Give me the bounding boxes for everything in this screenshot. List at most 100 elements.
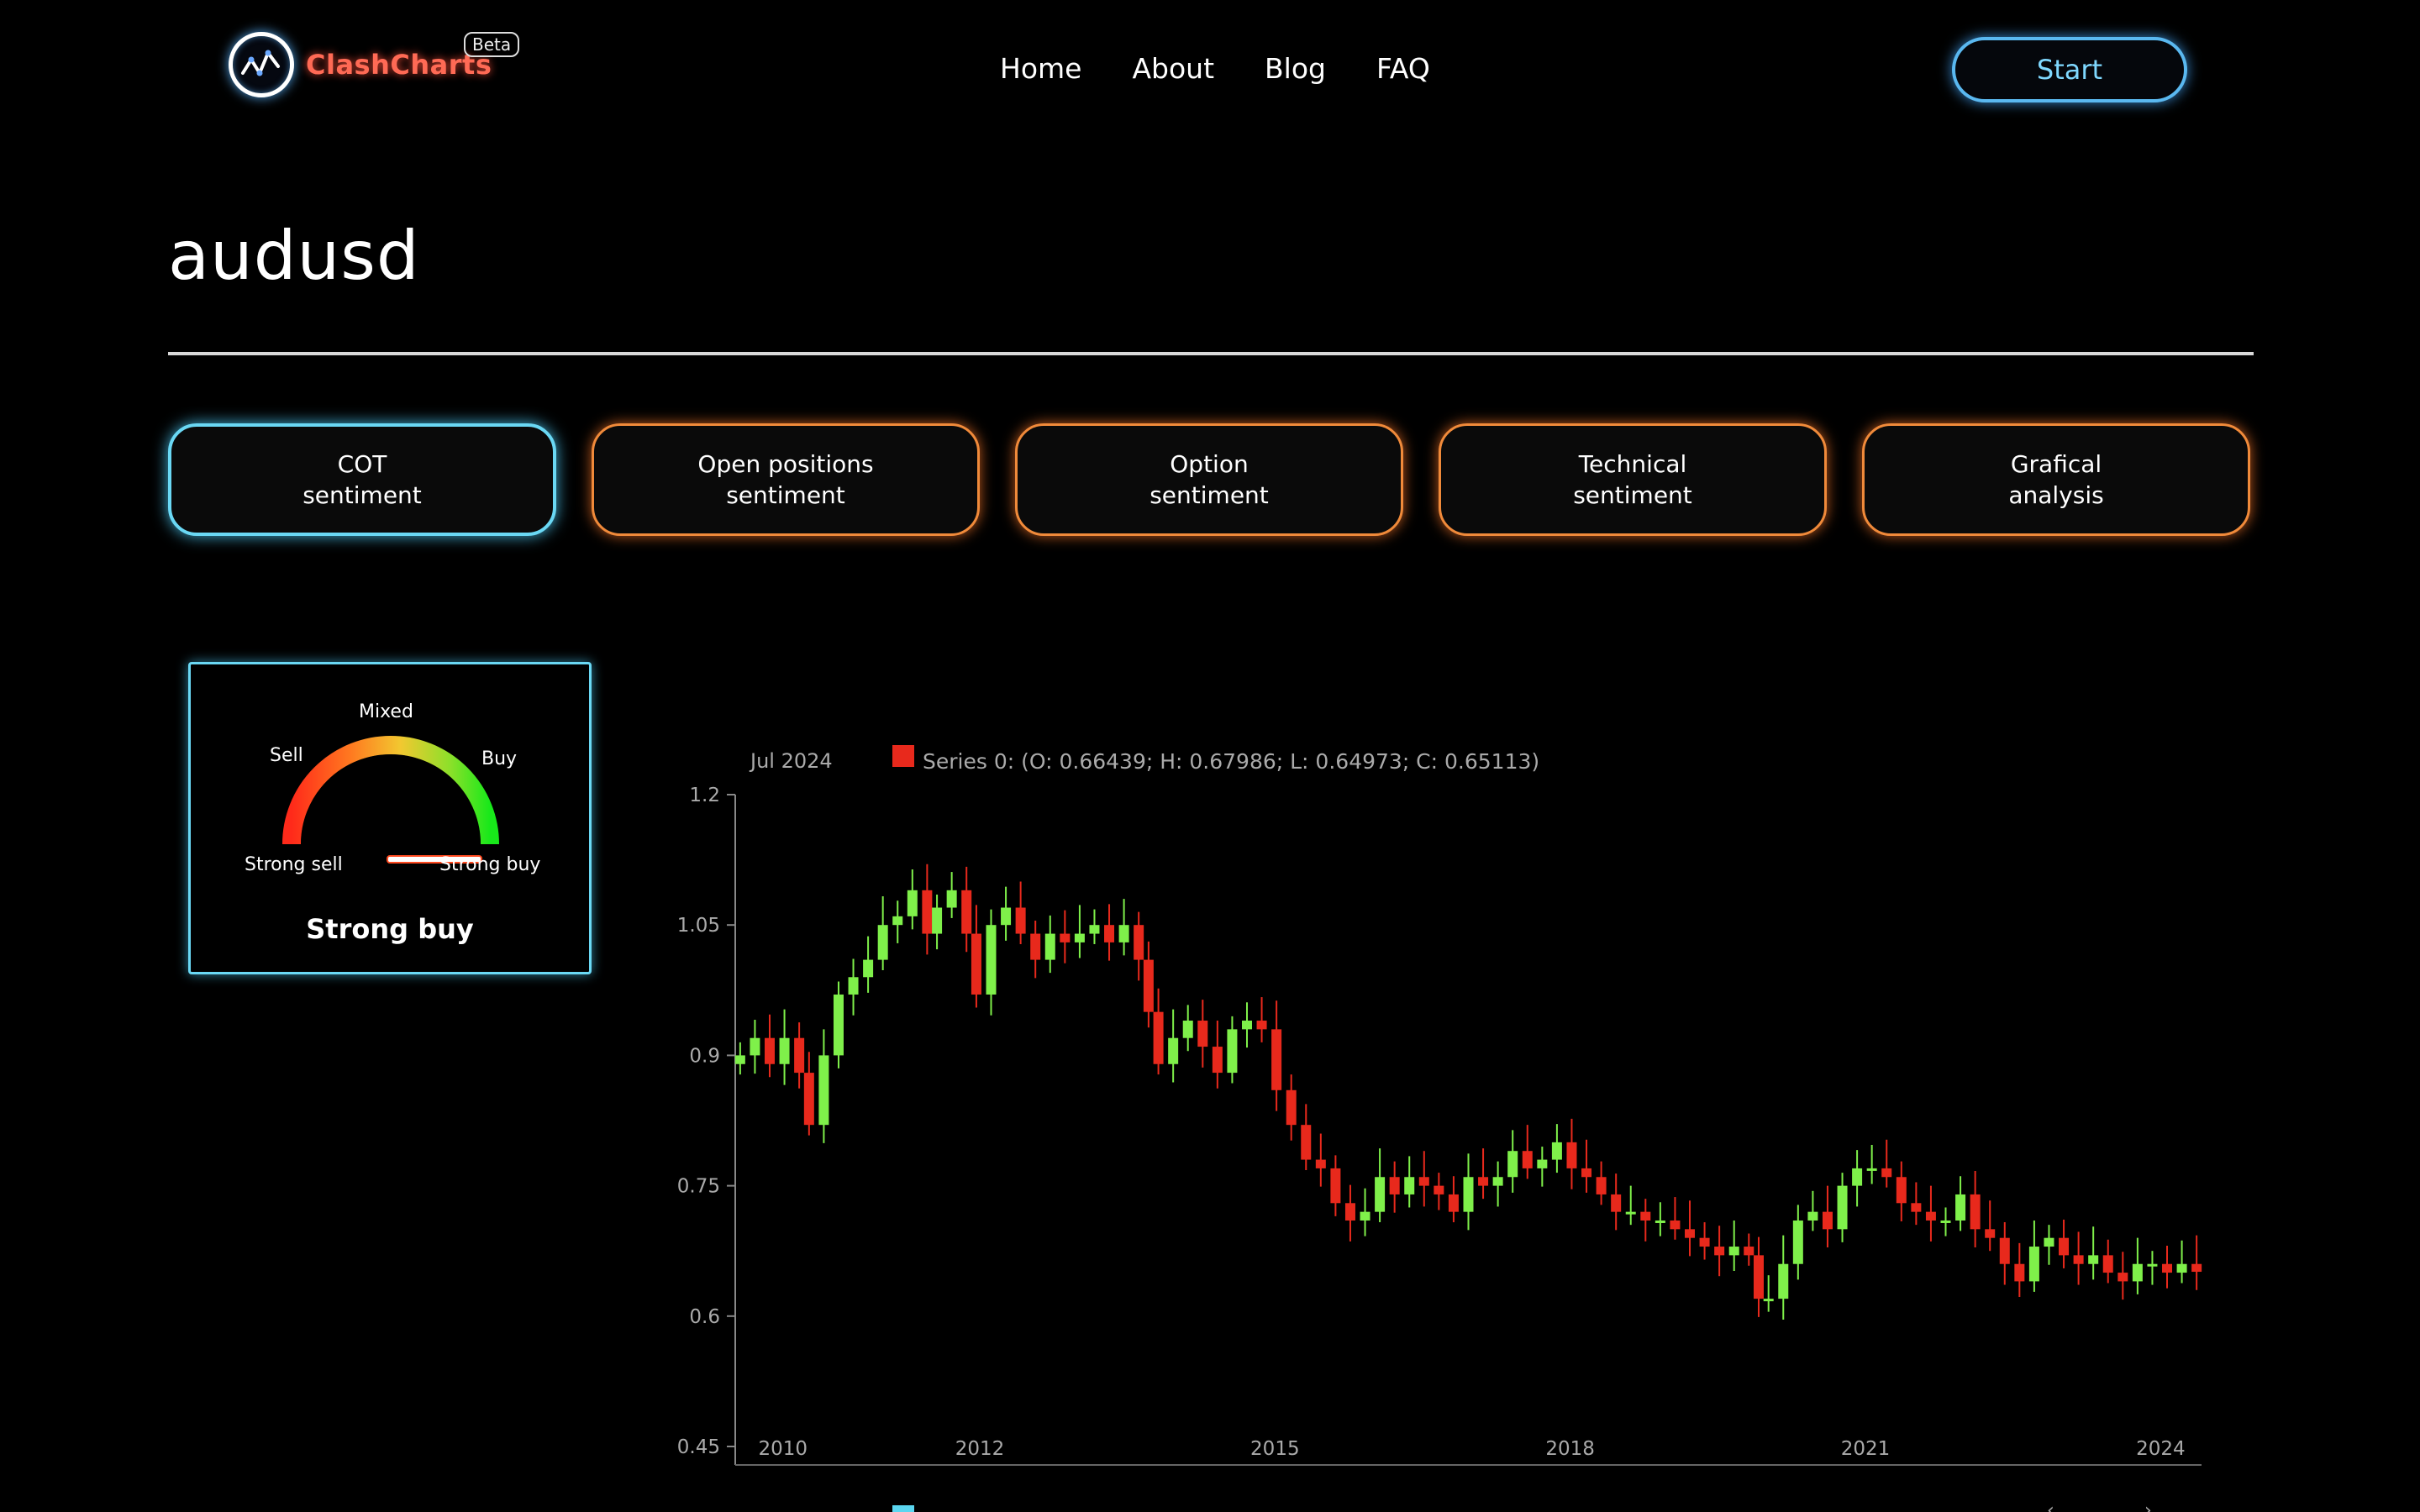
candle-body (961, 890, 972, 934)
candle-body (1344, 1203, 1355, 1221)
candle-body (1522, 1151, 1533, 1168)
candle-body (1060, 933, 1071, 942)
candle-body (1389, 1177, 1400, 1194)
candle-body (1212, 1047, 1223, 1074)
series-swatch (892, 745, 914, 767)
candle-body (1182, 1021, 1193, 1038)
candle-body (1315, 1159, 1326, 1168)
candle-body (2118, 1273, 2128, 1282)
candle-body (1330, 1168, 1341, 1204)
candle-body (986, 925, 997, 995)
tab-option-sentiment[interactable]: Option sentiment (1015, 423, 1403, 536)
tab-grafical-analysis[interactable]: Grafical analysis (1862, 423, 2250, 536)
sentiment-gauge-card: Mixed Sell Buy Strong sell Strong buy St… (188, 662, 592, 974)
candle-body (803, 1073, 814, 1126)
x-tick-label: 2024 (2136, 1438, 2186, 1460)
gauge-label-sell: Sell (270, 745, 303, 766)
gauge-needle (387, 855, 482, 864)
tab-label-line2: sentiment (302, 481, 422, 509)
candle-body (1985, 1229, 1996, 1238)
chevron-left-icon[interactable]: ‹ (2047, 1500, 2054, 1512)
gauge-label-strong-buy: Strong buy (439, 854, 541, 875)
candle-body (1030, 933, 1041, 960)
candle-body (1581, 1168, 1592, 1178)
tab-open-positions-sentiment[interactable]: Open positions sentiment (592, 423, 980, 536)
candle-body (1418, 1177, 1429, 1186)
range-selector-swatch[interactable] (892, 1505, 914, 1512)
candle-body (1881, 1168, 1892, 1178)
candle-body (2102, 1255, 2113, 1273)
candle-body (2073, 1255, 2084, 1264)
candle-body (2176, 1263, 2187, 1273)
candle-body (833, 994, 844, 1056)
tab-label-line1: Option (1170, 450, 1249, 478)
tab-label-line1: Open positions (697, 450, 874, 478)
candle-body (892, 916, 903, 926)
tab-label-line1: COT (337, 450, 387, 478)
candle-body (1448, 1194, 1459, 1212)
x-tick-label: 2015 (1250, 1438, 1300, 1460)
candle-body (750, 1037, 760, 1056)
candle-body (1118, 925, 1129, 942)
gauge-label-strong-sell: Strong sell (245, 854, 343, 875)
candle-body (932, 907, 943, 934)
candle-body (2088, 1255, 2099, 1264)
candle-body (1852, 1168, 1863, 1186)
wave-chart-icon (229, 32, 294, 97)
candle-body (1763, 1299, 1774, 1302)
candle-body (1537, 1159, 1548, 1168)
candle-body (1955, 1194, 1966, 1221)
tab-technical-sentiment[interactable]: Technical sentiment (1439, 423, 1827, 536)
nav-blog-link[interactable]: Blog (1265, 52, 1326, 85)
gauge-label-buy: Buy (481, 748, 518, 769)
tab-label-line1: Technical (1578, 450, 1687, 478)
candle-body (1375, 1177, 1386, 1212)
candlestick-chart[interactable]: 1.2 1.05 0.9 0.75 0.6 0.45 2010 2012 2015 2018 202… (655, 731, 2218, 1512)
candle-body (2044, 1237, 2054, 1247)
tab-label-line2: analysis (2008, 481, 2104, 509)
candle-body (1778, 1263, 1789, 1299)
candle-body (2191, 1263, 2202, 1273)
candle-body (1434, 1185, 1444, 1194)
y-tick-label: 0.75 (677, 1176, 720, 1198)
candle-body (907, 890, 918, 916)
candle-body (1807, 1211, 1818, 1221)
candle-body (1286, 1089, 1297, 1126)
gauge-label-mixed: Mixed (359, 701, 413, 722)
candle-body (1792, 1220, 1803, 1264)
candle-body (1241, 1021, 1252, 1030)
candle-body (1104, 925, 1115, 942)
logo[interactable]: ClashCharts Beta (229, 32, 520, 97)
candle-body (2147, 1263, 2158, 1267)
candle-body (2162, 1263, 2173, 1273)
candle-body (1197, 1021, 1208, 1047)
candle-body (1015, 907, 1026, 934)
tab-label-line1: Grafical (2010, 450, 2102, 478)
candle-body (1699, 1237, 1710, 1247)
candle-body (1744, 1247, 1754, 1256)
candle-body (1134, 925, 1144, 960)
chevron-right-icon[interactable]: › (2144, 1500, 2152, 1512)
tab-label-line2: sentiment (726, 481, 845, 509)
candle-body (1492, 1177, 1503, 1186)
tab-cot-sentiment[interactable]: COT sentiment (168, 423, 556, 536)
candle-body (1044, 933, 1055, 960)
sentiment-tabs: COT sentiment Open positions sentiment Opt… (168, 423, 2250, 536)
main-nav: Home About Blog FAQ (1000, 52, 1430, 85)
candle-body (1714, 1247, 1725, 1256)
candle-body (1404, 1177, 1415, 1194)
y-tick-label: 0.6 (689, 1306, 720, 1328)
candle-body (1001, 907, 1012, 926)
candle-body (794, 1037, 805, 1074)
candle-body (1271, 1029, 1282, 1090)
y-tick-label: 1.05 (677, 915, 720, 937)
candle-body (764, 1037, 775, 1064)
start-button[interactable]: Start (1952, 37, 2187, 102)
nav-faq-link[interactable]: FAQ (1376, 52, 1430, 85)
gauge-result: Strong buy (306, 913, 474, 945)
nav-about-link[interactable]: About (1132, 52, 1215, 85)
candle-body (1301, 1125, 1312, 1160)
candle-body (2059, 1237, 2070, 1256)
nav-home-link[interactable]: Home (1000, 52, 1082, 85)
candle-body (1463, 1177, 1474, 1212)
